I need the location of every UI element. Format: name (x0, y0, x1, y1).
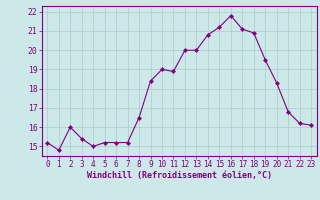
X-axis label: Windchill (Refroidissement éolien,°C): Windchill (Refroidissement éolien,°C) (87, 171, 272, 180)
